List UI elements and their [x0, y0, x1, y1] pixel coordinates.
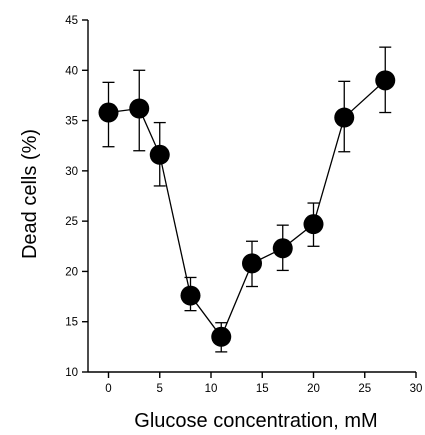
data-point [211, 326, 232, 347]
x-axis-title: Glucose concentration, mM [134, 410, 377, 432]
y-ticks: 10 15 20 25 30 35 40 45 [65, 15, 88, 379]
data-point [303, 214, 324, 235]
series [98, 46, 396, 353]
y-tick-label: 40 [65, 65, 78, 77]
data-point [149, 144, 170, 165]
x-ticks: 0 5 10 15 20 25 30 [105, 372, 422, 395]
x-tick-label: 0 [105, 383, 111, 395]
data-point [375, 70, 396, 91]
data-point [272, 238, 293, 259]
data-point [98, 102, 119, 123]
y-tick-label: 35 [65, 116, 78, 128]
axes [87, 20, 416, 373]
y-tick-label: 10 [65, 367, 78, 379]
y-tick-label: 25 [65, 216, 78, 228]
y-tick-label: 20 [65, 266, 78, 278]
y-axis-title: Dead cells (%) [19, 129, 41, 259]
data-point [129, 98, 150, 119]
data-point [242, 253, 262, 274]
data-point [334, 107, 355, 128]
data-point [180, 285, 201, 306]
x-tick-label: 20 [307, 383, 320, 395]
x-tick-label: 25 [358, 383, 371, 395]
x-tick-label: 30 [410, 383, 423, 395]
y-tick-label: 15 [65, 317, 78, 329]
x-tick-label: 15 [256, 383, 269, 395]
x-tick-label: 5 [157, 383, 163, 395]
y-tick-label: 30 [65, 166, 78, 178]
x-tick-label: 10 [205, 383, 218, 395]
y-tick-label: 45 [65, 15, 78, 27]
series-line [108, 79, 386, 339]
